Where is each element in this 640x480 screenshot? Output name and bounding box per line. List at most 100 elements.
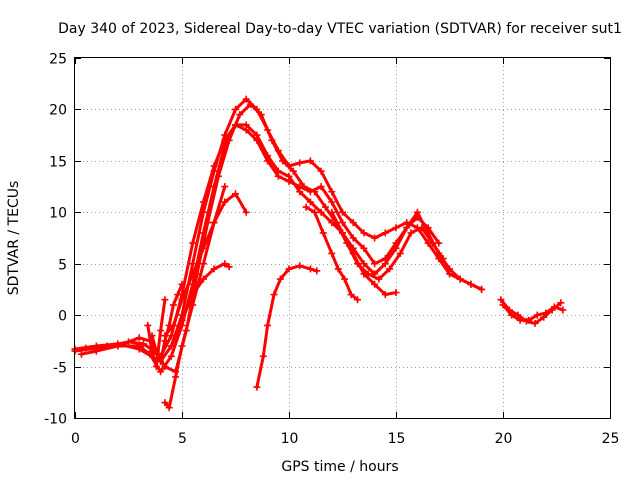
series-line: [84, 102, 445, 374]
plus-marker: [225, 136, 233, 144]
plus-marker: [371, 234, 379, 242]
plus-marker: [514, 311, 522, 319]
plus-marker: [289, 167, 297, 175]
plus-marker: [232, 190, 239, 198]
series-4: [82, 100, 447, 376]
plus-marker: [274, 167, 282, 175]
plus-marker: [533, 311, 541, 319]
y-tick-label: 20: [49, 103, 67, 119]
plus-marker: [321, 203, 329, 211]
plus-marker: [199, 244, 207, 252]
plus-marker: [169, 301, 177, 309]
series-11: [302, 203, 361, 304]
plus-marker: [276, 275, 284, 283]
plus-marker: [392, 289, 400, 296]
plus-marker: [559, 306, 567, 314]
plus-marker: [478, 285, 486, 293]
plus-marker: [531, 319, 539, 327]
plus-marker: [341, 275, 349, 283]
plus-marker: [311, 188, 319, 196]
plus-marker: [360, 244, 368, 252]
plus-marker: [306, 198, 314, 206]
plus-marker: [354, 296, 361, 304]
plus-marker: [523, 317, 530, 325]
plus-marker: [161, 399, 169, 407]
y-tick-label: -10: [44, 412, 67, 428]
plus-marker: [148, 347, 156, 355]
plus-marker: [167, 352, 175, 360]
plus-marker: [247, 100, 254, 108]
plus-marker: [140, 340, 147, 348]
plus-marker: [103, 342, 111, 350]
plus-marker: [152, 363, 160, 371]
y-tick-label: 0: [58, 309, 67, 325]
plus-marker: [161, 363, 169, 371]
plus-marker: [210, 265, 218, 273]
x-tick-label: 5: [178, 431, 187, 447]
axis-ticks: 0 5 10 15 20 25 -10 -5 0 5 10 15 20 25: [44, 52, 619, 448]
plus-marker: [317, 183, 325, 191]
plus-marker: [92, 347, 100, 355]
y-tick-label: 5: [58, 258, 67, 274]
plus-marker: [279, 157, 287, 165]
y-tick-label: 10: [49, 206, 67, 222]
plus-marker: [381, 291, 389, 299]
plus-marker: [178, 342, 186, 350]
plus-marker: [161, 337, 169, 345]
x-tick-label: 20: [495, 431, 513, 447]
plus-marker: [264, 152, 272, 160]
plus-marker: [178, 316, 186, 324]
plus-marker: [232, 105, 239, 113]
plus-marker: [557, 299, 565, 307]
x-tick-label: 10: [281, 431, 299, 447]
series-7: [161, 183, 229, 412]
plus-marker: [317, 167, 325, 175]
plus-marker: [285, 172, 293, 180]
plus-marker: [259, 352, 267, 360]
plus-marker: [264, 321, 272, 329]
plus-marker: [339, 208, 346, 216]
series-line: [499, 298, 563, 325]
plus-marker: [174, 291, 182, 299]
plus-marker: [407, 229, 415, 237]
plus-marker: [296, 262, 304, 270]
plus-marker: [548, 306, 556, 314]
plus-marker: [82, 344, 90, 352]
plus-marker: [392, 224, 400, 232]
plus-marker: [439, 255, 447, 263]
plus-marker: [446, 270, 453, 278]
plus-marker: [199, 275, 207, 283]
plus-marker: [339, 219, 346, 227]
plus-marker: [505, 306, 513, 314]
plus-marker: [257, 111, 265, 119]
x-tick-label: 0: [71, 431, 80, 447]
plus-marker: [381, 229, 389, 237]
plus-marker: [189, 260, 197, 268]
plus-marker: [178, 280, 186, 288]
plus-marker: [285, 265, 293, 273]
plus-marker: [236, 111, 244, 119]
plus-marker: [210, 219, 218, 227]
plus-marker: [253, 131, 261, 139]
plot-frame: [74, 57, 611, 419]
plus-marker: [313, 267, 321, 275]
plus-marker: [268, 136, 276, 144]
plus-marker: [242, 95, 250, 103]
plus-marker: [435, 239, 443, 247]
plus-marker: [360, 260, 368, 268]
plus-marker: [204, 219, 212, 227]
y-tick-label: -5: [53, 361, 67, 377]
y-axis-label: SDTVAR / TECUs: [6, 181, 22, 296]
chart-title: Day 340 of 2023, Sidereal Day-to-day VTE…: [58, 21, 622, 37]
plus-marker: [418, 224, 426, 232]
plus-marker: [161, 296, 169, 304]
plus-marker: [225, 263, 233, 271]
grid-lines: [75, 58, 610, 418]
plus-marker: [300, 183, 308, 191]
plus-marker: [178, 296, 186, 304]
plus-marker: [77, 350, 85, 358]
series-14: [497, 296, 565, 327]
plus-marker: [125, 338, 132, 346]
